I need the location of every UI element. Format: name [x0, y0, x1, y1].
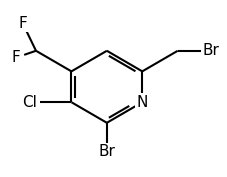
- Text: Br: Br: [202, 43, 219, 58]
- Text: N: N: [137, 95, 148, 110]
- Text: F: F: [18, 16, 27, 31]
- Text: F: F: [12, 50, 20, 65]
- Text: Br: Br: [99, 144, 115, 159]
- Text: Cl: Cl: [22, 95, 37, 110]
